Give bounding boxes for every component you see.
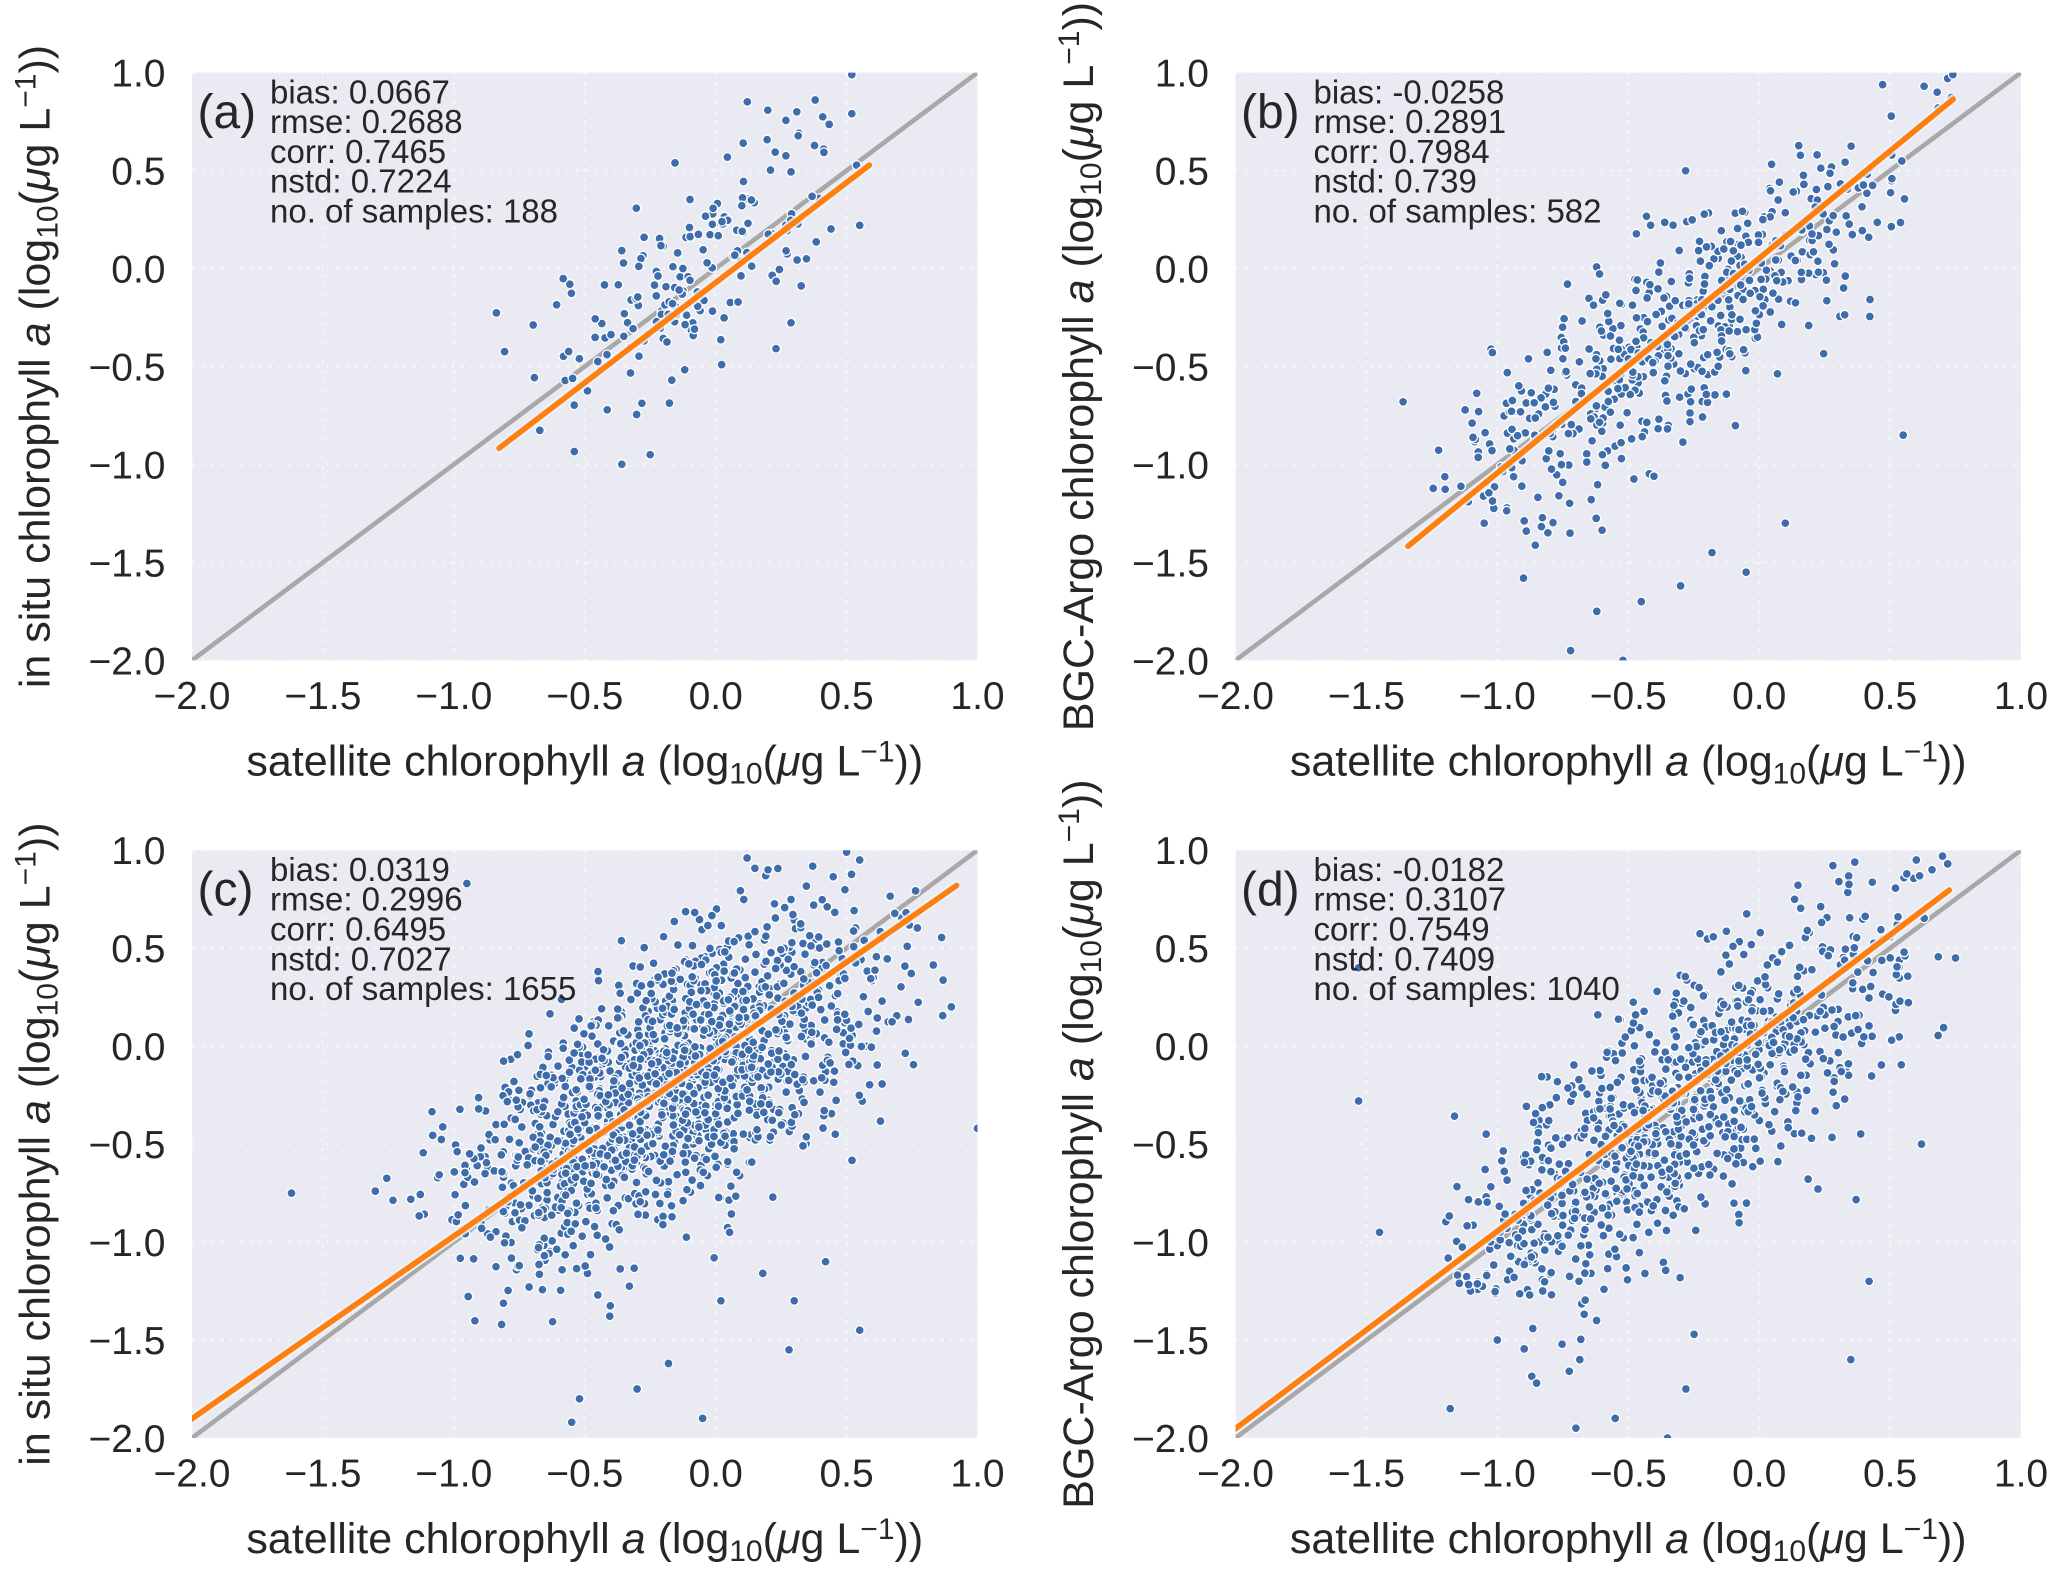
svg-text:−2.0: −2.0 xyxy=(1197,1452,1274,1495)
svg-text:corr: 0.7465: corr: 0.7465 xyxy=(270,133,446,170)
svg-text:bias: 0.0667: bias: 0.0667 xyxy=(270,73,450,110)
svg-text:nstd: 0.739: nstd: 0.739 xyxy=(1314,163,1477,200)
svg-text:nstd: 0.7224: nstd: 0.7224 xyxy=(270,163,452,200)
svg-text:−1.5: −1.5 xyxy=(89,542,166,585)
svg-text:satellite chlorophyll a (log10: satellite chlorophyll a (log10(μg L−1)) xyxy=(246,736,923,791)
svg-text:0.0: 0.0 xyxy=(1155,1026,1209,1069)
svg-text:1.0: 1.0 xyxy=(1994,1452,2048,1495)
svg-text:BGC-Argo chlorophyll a (log10(: BGC-Argo chlorophyll a (log10(μg L−1)) xyxy=(1053,2,1108,731)
svg-text:1.0: 1.0 xyxy=(1155,53,1209,96)
svg-text:1.0: 1.0 xyxy=(1155,830,1209,873)
svg-text:−1.0: −1.0 xyxy=(1459,675,1536,718)
svg-text:0.5: 0.5 xyxy=(1863,1452,1917,1495)
svg-text:1.0: 1.0 xyxy=(111,830,165,873)
svg-text:corr: 0.7549: corr: 0.7549 xyxy=(1314,911,1490,948)
svg-text:rmse: 0.2688: rmse: 0.2688 xyxy=(270,103,463,140)
svg-text:0.5: 0.5 xyxy=(1155,151,1209,194)
svg-text:−1.5: −1.5 xyxy=(1132,542,1209,585)
svg-text:1.0: 1.0 xyxy=(950,1452,1004,1495)
svg-text:rmse: 0.2996: rmse: 0.2996 xyxy=(270,881,463,918)
svg-text:1.0: 1.0 xyxy=(1994,675,2048,718)
svg-text:−1.5: −1.5 xyxy=(284,675,361,718)
svg-text:0.5: 0.5 xyxy=(1155,928,1209,971)
svg-text:no. of samples: 188: no. of samples: 188 xyxy=(270,193,558,230)
svg-text:no. of samples: 582: no. of samples: 582 xyxy=(1314,193,1602,230)
svg-text:0.0: 0.0 xyxy=(1732,1452,1786,1495)
svg-text:bias: -0.0182: bias: -0.0182 xyxy=(1314,851,1505,888)
svg-text:−2.0: −2.0 xyxy=(89,1418,166,1461)
svg-text:−1.0: −1.0 xyxy=(89,445,166,488)
svg-text:−1.5: −1.5 xyxy=(1328,1452,1405,1495)
svg-text:in situ chlorophyll a (log10(μ: in situ chlorophyll a (log10(μg L−1)) xyxy=(10,822,65,1465)
svg-text:0.0: 0.0 xyxy=(111,1026,165,1069)
svg-text:−1.5: −1.5 xyxy=(1132,1320,1209,1363)
svg-text:0.0: 0.0 xyxy=(111,249,165,292)
svg-text:corr: 0.6495: corr: 0.6495 xyxy=(270,911,446,948)
svg-text:nstd: 0.7409: nstd: 0.7409 xyxy=(1314,940,1496,977)
svg-text:−1.0: −1.0 xyxy=(1132,445,1209,488)
svg-text:0.5: 0.5 xyxy=(111,928,165,971)
svg-text:−1.0: −1.0 xyxy=(415,1452,492,1495)
svg-text:−1.0: −1.0 xyxy=(89,1222,166,1265)
svg-text:−2.0: −2.0 xyxy=(154,1452,231,1495)
svg-text:−1.0: −1.0 xyxy=(415,675,492,718)
svg-text:0.5: 0.5 xyxy=(819,675,873,718)
svg-text:in situ chlorophyll a (log10(μ: in situ chlorophyll a (log10(μg L−1)) xyxy=(10,45,65,688)
svg-text:−1.0: −1.0 xyxy=(1459,1452,1536,1495)
svg-text:−2.0: −2.0 xyxy=(1197,675,1274,718)
svg-text:−2.0: −2.0 xyxy=(1132,640,1209,683)
svg-text:(b): (b) xyxy=(1241,86,1300,139)
svg-text:−2.0: −2.0 xyxy=(89,640,166,683)
svg-text:0.5: 0.5 xyxy=(819,1452,873,1495)
svg-text:no. of samples: 1655: no. of samples: 1655 xyxy=(270,970,576,1007)
svg-text:satellite chlorophyll a (log10: satellite chlorophyll a (log10(μg L−1)) xyxy=(1290,736,1967,791)
svg-text:satellite chlorophyll a (log10: satellite chlorophyll a (log10(μg L−1)) xyxy=(246,1513,923,1568)
svg-text:0.0: 0.0 xyxy=(689,1452,743,1495)
svg-text:bias: -0.0258: bias: -0.0258 xyxy=(1314,73,1505,110)
svg-text:−0.5: −0.5 xyxy=(1132,347,1209,390)
svg-text:(c): (c) xyxy=(198,863,254,916)
svg-text:BGC-Argo chlorophyll a (log10(: BGC-Argo chlorophyll a (log10(μg L−1)) xyxy=(1053,779,1108,1508)
svg-text:−0.5: −0.5 xyxy=(89,347,166,390)
svg-text:0.5: 0.5 xyxy=(111,151,165,194)
svg-text:−0.5: −0.5 xyxy=(89,1124,166,1167)
svg-text:(d): (d) xyxy=(1241,863,1300,916)
svg-text:0.0: 0.0 xyxy=(1155,249,1209,292)
svg-text:rmse: 0.2891: rmse: 0.2891 xyxy=(1314,103,1507,140)
svg-text:−0.5: −0.5 xyxy=(546,675,623,718)
svg-text:satellite chlorophyll a (log10: satellite chlorophyll a (log10(μg L−1)) xyxy=(1290,1513,1967,1568)
svg-text:−1.5: −1.5 xyxy=(89,1320,166,1363)
svg-text:−0.5: −0.5 xyxy=(1132,1124,1209,1167)
svg-text:−1.0: −1.0 xyxy=(1132,1222,1209,1265)
svg-text:0.0: 0.0 xyxy=(689,675,743,718)
svg-text:1.0: 1.0 xyxy=(950,675,1004,718)
svg-text:−1.5: −1.5 xyxy=(284,1452,361,1495)
svg-text:−0.5: −0.5 xyxy=(1590,675,1667,718)
svg-text:0.5: 0.5 xyxy=(1863,675,1917,718)
svg-text:no. of samples: 1040: no. of samples: 1040 xyxy=(1314,970,1620,1007)
svg-text:0.0: 0.0 xyxy=(1732,675,1786,718)
svg-text:corr: 0.7984: corr: 0.7984 xyxy=(1314,133,1490,170)
svg-text:rmse: 0.3107: rmse: 0.3107 xyxy=(1314,881,1507,918)
svg-text:(a): (a) xyxy=(198,86,257,139)
svg-text:−2.0: −2.0 xyxy=(154,675,231,718)
svg-text:1.0: 1.0 xyxy=(111,53,165,96)
svg-text:bias: 0.0319: bias: 0.0319 xyxy=(270,851,450,888)
svg-text:nstd: 0.7027: nstd: 0.7027 xyxy=(270,940,452,977)
svg-text:−1.5: −1.5 xyxy=(1328,675,1405,718)
svg-text:−2.0: −2.0 xyxy=(1132,1418,1209,1461)
svg-text:−0.5: −0.5 xyxy=(1590,1452,1667,1495)
svg-text:−0.5: −0.5 xyxy=(546,1452,623,1495)
